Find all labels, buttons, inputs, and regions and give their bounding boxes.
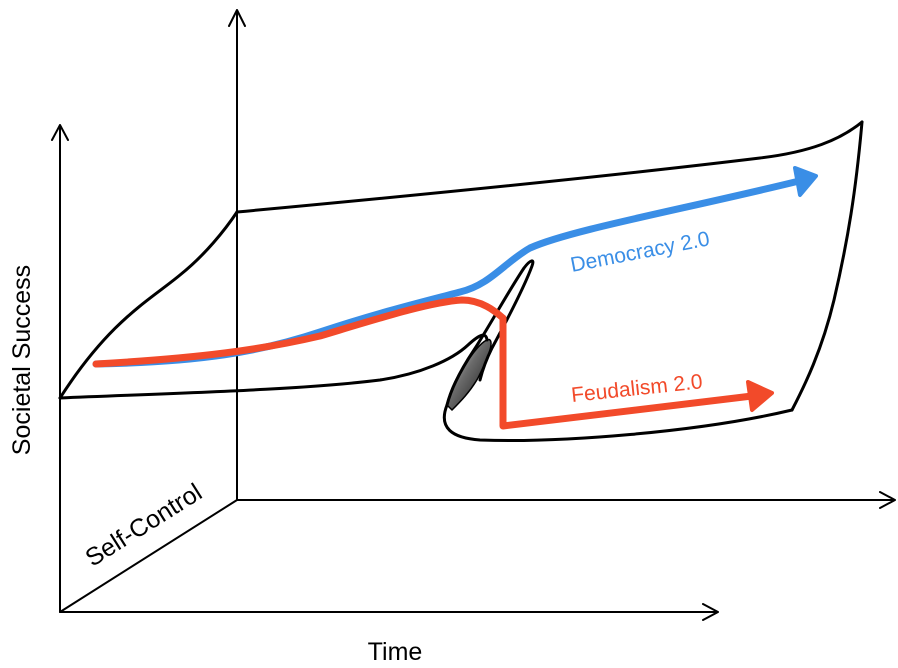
axes [51,9,896,621]
democracy-trajectory [92,178,799,368]
surface-front-edge-left [58,333,489,400]
feudalism-arrowhead [746,380,774,412]
feudalism-trajectory [92,296,756,430]
cusp-surface [58,120,864,442]
fold-line [445,259,535,407]
time-axis-label: Time [368,638,423,666]
surface-right-edge [790,120,864,412]
democracy-arrowhead [793,166,818,197]
surface-back-edge [235,120,864,214]
surface-left-edge [58,210,239,400]
surface-front-edge-right [442,403,794,442]
trajectories [92,166,818,430]
societal-success-axis-label: Societal Success [8,265,36,455]
vertical-axis-back [228,9,246,501]
vertical-axis-front [51,124,69,613]
time-axis-front [59,603,719,621]
self-control-axis [59,499,238,613]
fold-shading [446,338,492,412]
democracy-label: Democracy 2.0 [569,227,712,277]
time-axis-back [236,491,896,509]
